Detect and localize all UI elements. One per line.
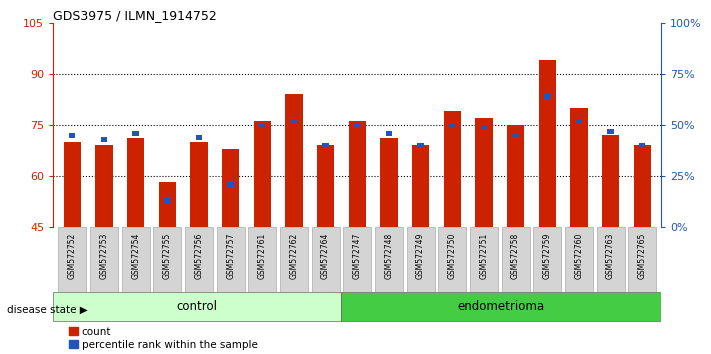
Text: GSM572763: GSM572763 (606, 233, 615, 279)
Bar (164, 198, 171, 203)
Bar (323, 143, 328, 148)
Bar (317, 145, 334, 227)
Text: disease state ▶: disease state ▶ (7, 305, 88, 315)
Text: GSM572751: GSM572751 (479, 233, 488, 279)
Bar (222, 149, 240, 227)
Text: GSM572762: GSM572762 (289, 233, 299, 279)
Bar (95, 145, 112, 227)
Text: GSM572755: GSM572755 (163, 233, 172, 279)
Text: GSM572752: GSM572752 (68, 233, 77, 279)
Bar (481, 125, 487, 130)
Text: GSM572761: GSM572761 (258, 233, 267, 279)
Text: GSM572748: GSM572748 (385, 233, 393, 279)
FancyBboxPatch shape (629, 227, 656, 292)
Bar (259, 123, 265, 128)
Bar (634, 145, 651, 227)
FancyBboxPatch shape (217, 227, 245, 292)
Bar (417, 143, 424, 148)
Bar (602, 135, 619, 227)
FancyBboxPatch shape (58, 227, 86, 292)
Bar (285, 94, 303, 227)
Bar (444, 111, 461, 227)
Text: GSM572747: GSM572747 (353, 233, 362, 279)
Text: GSM572757: GSM572757 (226, 233, 235, 279)
Bar (513, 133, 519, 138)
Text: GSM572759: GSM572759 (542, 233, 552, 279)
FancyBboxPatch shape (407, 227, 434, 292)
Text: endometrioma: endometrioma (458, 300, 545, 313)
Bar (354, 123, 360, 128)
FancyBboxPatch shape (502, 227, 530, 292)
FancyBboxPatch shape (122, 227, 149, 292)
FancyBboxPatch shape (438, 227, 466, 292)
Bar (191, 142, 208, 227)
FancyBboxPatch shape (341, 292, 661, 321)
Text: GSM572758: GSM572758 (511, 233, 520, 279)
Bar (228, 182, 234, 187)
FancyBboxPatch shape (470, 227, 498, 292)
Bar (507, 125, 524, 227)
Bar (544, 94, 550, 99)
Bar (639, 143, 646, 148)
Bar (449, 123, 456, 128)
Bar (538, 60, 556, 227)
Text: GSM572764: GSM572764 (321, 233, 330, 279)
Text: GSM572754: GSM572754 (131, 233, 140, 279)
Bar (607, 129, 614, 134)
Text: GSM572756: GSM572756 (195, 233, 203, 279)
Bar (159, 182, 176, 227)
Bar (380, 138, 397, 227)
FancyBboxPatch shape (185, 227, 213, 292)
Bar (570, 108, 587, 227)
Bar (254, 121, 271, 227)
Text: GSM572760: GSM572760 (574, 233, 584, 279)
Bar (386, 131, 392, 136)
Text: GSM572750: GSM572750 (448, 233, 456, 279)
Bar (291, 119, 297, 124)
FancyBboxPatch shape (53, 292, 341, 321)
Bar (412, 145, 429, 227)
FancyBboxPatch shape (280, 227, 308, 292)
Bar (132, 131, 139, 136)
Bar (576, 119, 582, 124)
Bar (196, 135, 202, 140)
Bar (101, 137, 107, 142)
FancyBboxPatch shape (248, 227, 276, 292)
Text: GDS3975 / ILMN_1914752: GDS3975 / ILMN_1914752 (53, 9, 217, 22)
Text: control: control (177, 300, 218, 313)
FancyBboxPatch shape (375, 227, 403, 292)
Bar (475, 118, 493, 227)
FancyBboxPatch shape (90, 227, 118, 292)
FancyBboxPatch shape (597, 227, 624, 292)
Bar (63, 142, 81, 227)
FancyBboxPatch shape (154, 227, 181, 292)
Text: GSM572749: GSM572749 (416, 233, 425, 279)
Legend: count, percentile rank within the sample: count, percentile rank within the sample (69, 326, 257, 350)
FancyBboxPatch shape (533, 227, 561, 292)
Bar (127, 138, 144, 227)
FancyBboxPatch shape (311, 227, 340, 292)
FancyBboxPatch shape (565, 227, 593, 292)
Text: GSM572765: GSM572765 (638, 233, 647, 279)
Text: GSM572753: GSM572753 (100, 233, 109, 279)
Bar (348, 121, 366, 227)
FancyBboxPatch shape (343, 227, 371, 292)
Bar (69, 133, 75, 138)
